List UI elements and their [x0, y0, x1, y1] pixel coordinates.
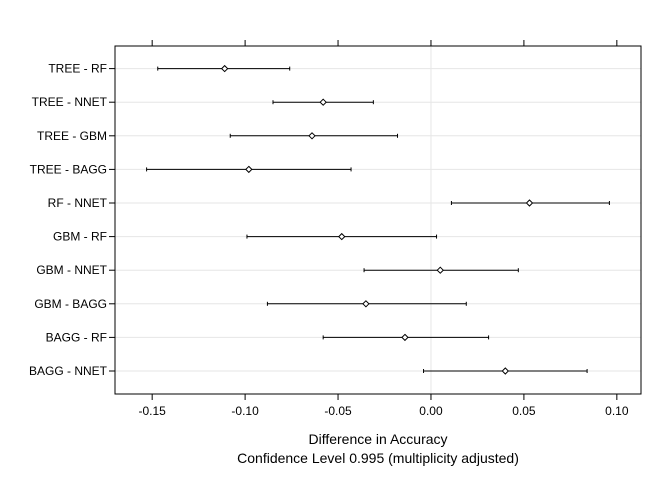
y-axis-category-labels: TREE - RF TREE - NNET TREE - GBM TREE - BAG… — [29, 62, 115, 378]
top-tick-marks — [151, 40, 618, 46]
y-category-label: RF - NNET — [48, 196, 108, 210]
estimate-point — [220, 64, 229, 73]
x-tick-label: 0.10 — [605, 404, 629, 418]
x-tick-label: -0.05 — [324, 404, 352, 418]
x-axis-subtitle: Confidence Level 0.995 (multiplicity adj… — [237, 450, 519, 466]
x-tick-label: 0.05 — [512, 404, 536, 418]
estimate-point — [436, 266, 444, 274]
y-category-label: GBM - RF — [53, 230, 107, 244]
y-category-label: GBM - BAGG — [34, 297, 107, 311]
x-tick-label: -0.10 — [231, 404, 259, 418]
estimate-point — [338, 232, 346, 241]
x-tick-label: -0.15 — [138, 404, 166, 418]
y-category-label: TREE - RF — [48, 62, 107, 76]
y-category-label: BAGG - RF — [46, 330, 107, 344]
x-axis-title: Difference in Accuracy — [308, 431, 447, 447]
estimate-point — [401, 333, 409, 342]
estimate-point — [501, 367, 510, 375]
estimate-point — [308, 132, 316, 140]
y-category-label: GBM - NNET — [36, 263, 107, 277]
estimate-point — [319, 98, 327, 106]
grid-lines — [115, 46, 641, 394]
estimate-point — [525, 199, 534, 207]
y-category-label: BAGG - NNET — [29, 364, 108, 378]
confidence-intervals — [146, 64, 610, 375]
estimate-point — [362, 300, 370, 308]
y-category-label: TREE - NNET — [32, 95, 108, 109]
y-category-label: TREE - GBM — [37, 129, 107, 143]
estimate-point — [245, 165, 253, 174]
x-axis-ticks: -0.15 -0.10 -0.05 0.00 0.05 0.10 — [138, 394, 629, 418]
plot-frame — [114, 45, 642, 395]
y-category-label: TREE - BAGG — [30, 162, 107, 176]
x-tick-label: 0.00 — [419, 404, 443, 418]
